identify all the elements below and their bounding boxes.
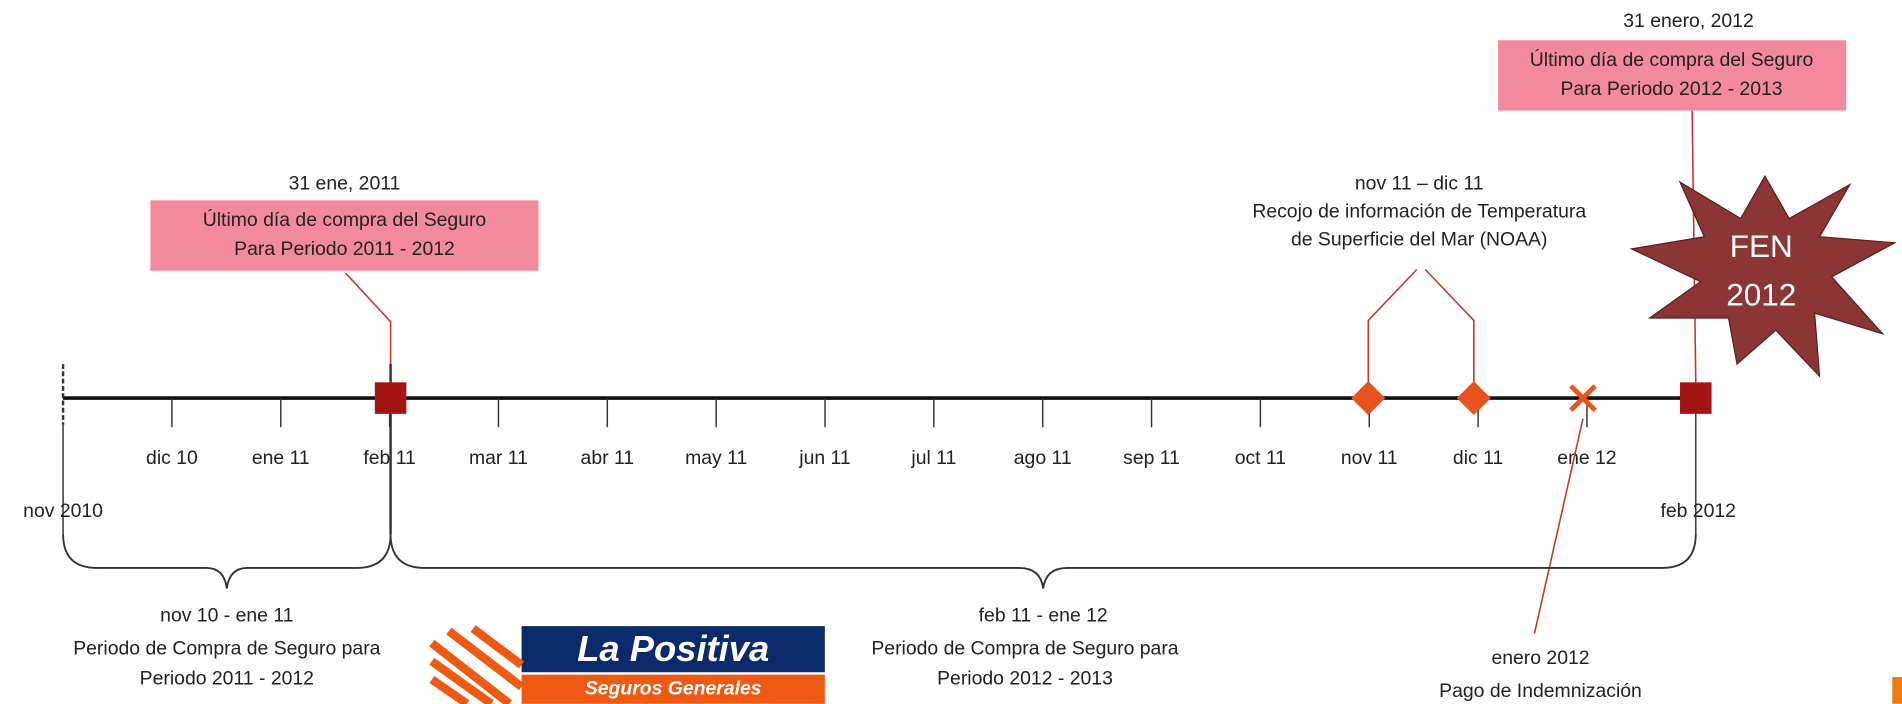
month-label: ene 11 (252, 447, 310, 469)
month-label: ene 12 (1557, 447, 1616, 469)
callout-date: 31 ene, 2011 (289, 173, 401, 195)
fen-star (1629, 174, 1897, 378)
brace (389, 533, 1697, 589)
star-text: FEN (1730, 228, 1793, 264)
month-ticks: dic 10 ene 11 feb 11 mar 11 abr 11 may 11 jun … (146, 398, 1617, 469)
star-text: 2012 (1726, 277, 1796, 313)
noaa-text: de Superficie del Mar (NOAA) (1291, 229, 1547, 251)
callout-line (345, 272, 392, 379)
noaa-text: Recojo de información de Temperatura (1252, 201, 1586, 223)
noaa-line (1424, 268, 1475, 389)
month-label: sep 11 (1123, 447, 1180, 469)
month-label: oct 11 (1235, 447, 1286, 469)
callout-date: 31 enero, 2012 (1623, 10, 1753, 32)
callout-text: Para Periodo 2012 - 2013 (1560, 78, 1782, 100)
month-label: may 11 (685, 447, 747, 469)
month-label: nov 11 (1341, 447, 1398, 469)
month-label: mar 11 (469, 447, 528, 469)
period-text: Periodo de Compra de Seguro para (73, 637, 380, 659)
payment-text: Pago de Indemnización (1439, 680, 1642, 702)
payment-marker (1569, 384, 1597, 412)
month-label: jul 11 (910, 447, 956, 469)
callout-text: Para Periodo 2011 - 2012 (234, 238, 455, 260)
corner-accent (1892, 677, 1902, 704)
deadline-marker (1680, 382, 1712, 414)
brace (62, 533, 392, 589)
noaa-marker (1456, 381, 1491, 416)
period-text: Periodo 2012 - 2013 (937, 668, 1113, 690)
callout-text: Último día de compra del Seguro (1530, 48, 1813, 71)
end-label: feb 2012 (1660, 500, 1735, 522)
callout-box (1498, 40, 1847, 111)
logo-tagline: Seguros Generales (585, 677, 762, 699)
deadline-marker (374, 382, 407, 414)
callout-box (150, 200, 539, 271)
period-text: Periodo de Compra de Seguro para (871, 637, 1178, 659)
month-label: jun 11 (798, 447, 850, 469)
logo-name: La Positiva (577, 628, 769, 669)
period-text: feb 11 - ene 12 (979, 605, 1108, 627)
month-label: abr 11 (581, 447, 635, 469)
month-label: dic 11 (1453, 447, 1503, 469)
callout-text: Último día de compra del Seguro (203, 208, 486, 231)
start-label: nov 2010 (23, 500, 103, 522)
month-label: feb 11 (363, 447, 415, 469)
noaa-line (1367, 268, 1418, 389)
period-text: Periodo 2011 - 2012 (140, 668, 314, 690)
month-label: ago 11 (1014, 447, 1072, 469)
period-text: nov 10 - ene 11 (160, 605, 293, 627)
noaa-text: nov 11 – dic 11 (1355, 173, 1484, 195)
payment-text: enero 2012 (1491, 647, 1589, 669)
logo: La Positiva Seguros Generales (429, 625, 825, 704)
month-label: dic 10 (146, 447, 198, 469)
noaa-marker (1351, 381, 1386, 416)
payment-line (1533, 418, 1584, 634)
